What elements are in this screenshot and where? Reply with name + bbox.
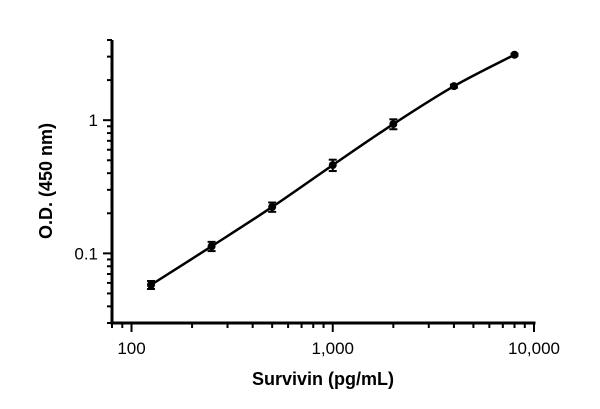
data-marks [147,50,519,291]
y-tick-label: 0.1 [74,244,98,263]
data-point [147,280,156,289]
data-point [389,120,398,129]
data-point [449,82,458,91]
x-axis-title: Survivin (pg/mL) [252,369,394,389]
x-tick-label: 10,000 [508,339,560,358]
axes [103,39,536,332]
y-axis-title: O.D. (450 nm) [36,123,56,239]
data-point [328,161,337,170]
data-point [207,242,216,251]
tick-labels: 100 1,000 10,000 0.1 1 [74,111,560,358]
y-tick-label: 1 [89,111,98,130]
data-point [268,202,277,211]
x-tick-label: 1,000 [311,339,354,358]
x-tick-label: 100 [117,339,145,358]
data-point [510,50,519,59]
